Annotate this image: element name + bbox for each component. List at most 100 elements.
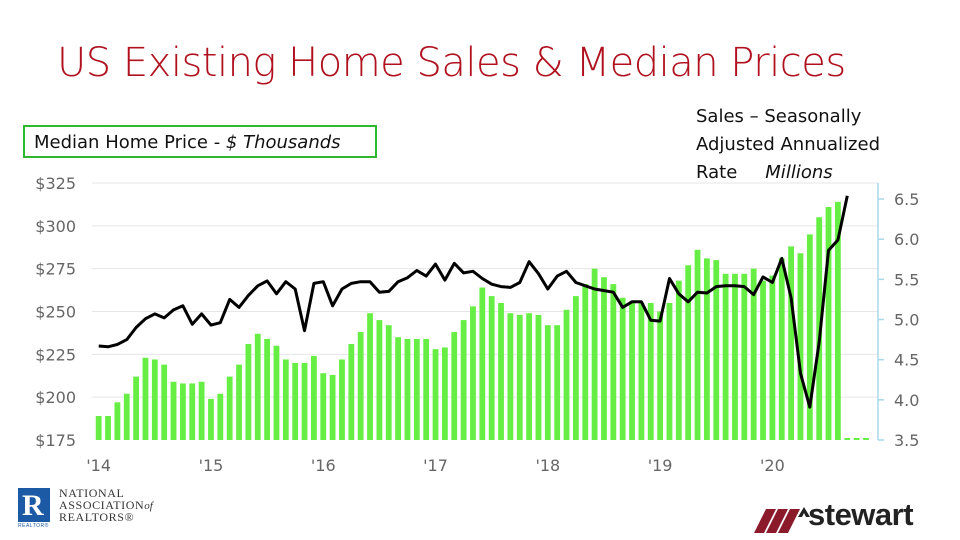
price-bar <box>834 201 841 440</box>
price-bar <box>535 314 542 440</box>
chart-title: US Existing Home Sales & Median Prices <box>57 40 846 86</box>
price-bar <box>367 313 373 440</box>
price-bar <box>591 268 598 440</box>
left-tick-label: $250 <box>35 303 76 322</box>
price-bar <box>488 296 495 440</box>
price-bar <box>741 273 748 440</box>
price-bar <box>619 297 626 440</box>
right-legend-line3: Rate <box>696 162 738 183</box>
stewart-wordmark: stewart <box>808 497 914 532</box>
price-bar <box>788 246 795 440</box>
price-bar <box>161 364 168 440</box>
right-tick-label: 6.0 <box>894 230 919 249</box>
price-bar <box>441 347 448 440</box>
price-bar <box>95 416 102 440</box>
left-legend-main: Median Home Price - <box>34 132 226 153</box>
price-bar <box>526 313 533 440</box>
price-bar <box>348 344 355 440</box>
price-bar <box>114 402 121 440</box>
price-bar <box>797 253 804 440</box>
price-bar <box>582 284 589 440</box>
stewart-logo: stewart <box>754 497 944 535</box>
price-bar <box>516 314 523 440</box>
x-tick-label: '17 <box>423 456 448 475</box>
left-tick-label: $200 <box>35 388 76 407</box>
price-bar <box>507 313 514 440</box>
right-legend-line3-wrap: Rate Millions <box>696 159 880 187</box>
price-bar <box>413 338 420 440</box>
price-bar <box>151 359 158 440</box>
left-axis-ticks: $175 $200 $225 $250 $275 $300 $325 <box>35 174 76 450</box>
price-bar <box>470 306 476 440</box>
price-bar <box>572 296 579 440</box>
price-bar <box>722 273 729 440</box>
price-bar <box>198 381 205 440</box>
left-tick-label: $325 <box>35 174 76 193</box>
price-bar <box>105 416 111 440</box>
price-bar <box>460 320 467 440</box>
right-legend-line2: Adjusted Annualized <box>696 134 881 155</box>
price-bar <box>432 349 439 440</box>
price-bar <box>282 359 289 440</box>
left-legend-unit: $ Thousands <box>225 132 341 153</box>
price-bar <box>825 206 832 440</box>
price-bar <box>423 338 430 440</box>
right-axis-legend: Sales – Seasonally Adjusted Annualized R… <box>696 103 880 187</box>
price-bar <box>554 325 561 440</box>
price-bar <box>320 373 327 440</box>
price-bar <box>123 393 130 440</box>
price-bar <box>479 287 486 440</box>
price-bar <box>760 280 766 440</box>
x-tick-label: '14 <box>86 456 111 475</box>
price-bar <box>638 302 645 440</box>
left-tick-label: $175 <box>35 431 76 450</box>
nar-wordmark: NATIONAL ASSOCIATIONof REALTORS® <box>59 486 153 524</box>
price-bar <box>385 325 392 440</box>
right-tick-label: 3.5 <box>894 431 919 450</box>
price-bar <box>657 311 664 440</box>
price-bar <box>217 393 224 440</box>
price-bar <box>376 320 383 440</box>
price-bar <box>264 338 271 440</box>
right-tick-label: 6.5 <box>894 190 919 209</box>
price-bar <box>675 280 682 440</box>
x-tick-label: '20 <box>760 456 785 475</box>
price-bar <box>310 356 317 440</box>
realtor-badge-caption: REALTOR® <box>18 523 49 529</box>
x-tick-label: '18 <box>535 456 560 475</box>
price-bar <box>806 234 813 440</box>
x-axis-ticks: '14 '15 '16 '17 '18 '19 '20 <box>86 456 784 475</box>
price-bar <box>142 357 149 440</box>
price-bar <box>226 376 233 440</box>
price-bar <box>732 273 738 440</box>
left-tick-label: $225 <box>35 345 76 364</box>
price-bar <box>750 268 757 440</box>
price-bar <box>647 302 654 440</box>
price-bar <box>544 325 551 440</box>
price-bar <box>236 364 242 440</box>
right-tick-label: 4.0 <box>894 391 919 410</box>
price-bar <box>357 332 364 440</box>
stewart-roof-icon <box>754 507 810 533</box>
price-bar <box>179 383 186 440</box>
left-axis-legend-box: Median Home Price - $ Thousands <box>23 125 377 158</box>
right-tick-label: 4.5 <box>894 351 919 370</box>
price-bar <box>329 374 336 440</box>
nar-logo: R REALTOR® NATIONAL ASSOCIATIONof REALTO… <box>18 486 178 530</box>
price-bar <box>301 362 308 440</box>
price-bar <box>769 275 776 440</box>
price-bar <box>189 383 196 440</box>
right-legend-unit: Millions <box>765 162 833 183</box>
right-axis-ticks: 3.5 4.0 4.5 5.0 5.5 6.0 6.5 <box>878 190 919 450</box>
price-bar <box>133 376 140 440</box>
right-tick-label: 5.5 <box>894 270 919 289</box>
price-bar <box>395 337 402 440</box>
price-bar <box>666 302 673 440</box>
left-tick-label: $300 <box>35 217 76 236</box>
price-bar <box>629 301 635 440</box>
x-tick-label: '16 <box>311 456 336 475</box>
right-legend-line1: Sales – Seasonally <box>696 106 862 127</box>
price-bar <box>451 332 458 440</box>
right-tick-label: 5.0 <box>894 311 919 330</box>
price-bar <box>498 302 504 440</box>
